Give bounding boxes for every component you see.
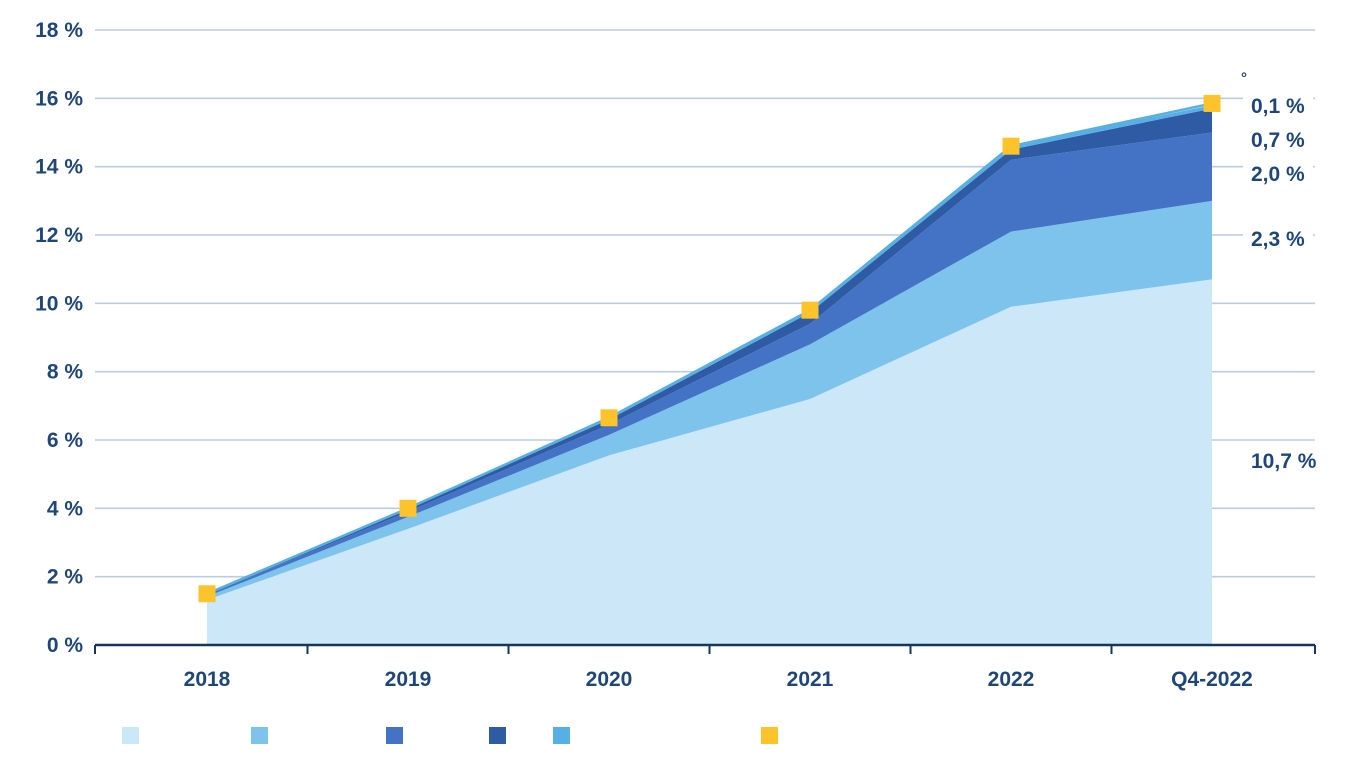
y-axis-label: 18 % — [35, 19, 83, 42]
x-axis-label: 2018 — [184, 668, 231, 691]
y-axis-label: 6 % — [47, 429, 84, 452]
total-line — [206, 102, 1213, 595]
degree-symbol: ° — [1241, 70, 1247, 87]
total-marker — [399, 499, 417, 517]
y-axis-label: 16 % — [35, 87, 83, 110]
y-axis-label: 2 % — [47, 566, 84, 589]
area-layer-3-royal-blue — [207, 132, 1212, 597]
y-axis-label: 4 % — [47, 497, 84, 520]
total-marker — [1203, 94, 1221, 112]
y-axis-label: 12 % — [35, 224, 83, 247]
y-axis-label: 14 % — [35, 156, 83, 179]
x-axis-label: Q4-2022 — [1171, 668, 1253, 691]
total-marker — [801, 301, 819, 319]
x-axis-label: 2020 — [586, 668, 633, 691]
total-marker — [1002, 137, 1020, 155]
total-marker — [198, 585, 216, 603]
y-axis-label: 10 % — [35, 292, 83, 315]
x-axis-label: 2019 — [385, 668, 432, 691]
total-marker — [600, 409, 618, 427]
y-axis-label: 0 % — [47, 634, 84, 657]
x-axis-label: 2022 — [988, 668, 1035, 691]
y-axis-label: 8 % — [47, 361, 84, 384]
x-axis-label: 2021 — [787, 668, 834, 691]
area-layer-1-palest-blue — [207, 279, 1212, 645]
area-layer-2-sky-blue — [207, 200, 1212, 600]
